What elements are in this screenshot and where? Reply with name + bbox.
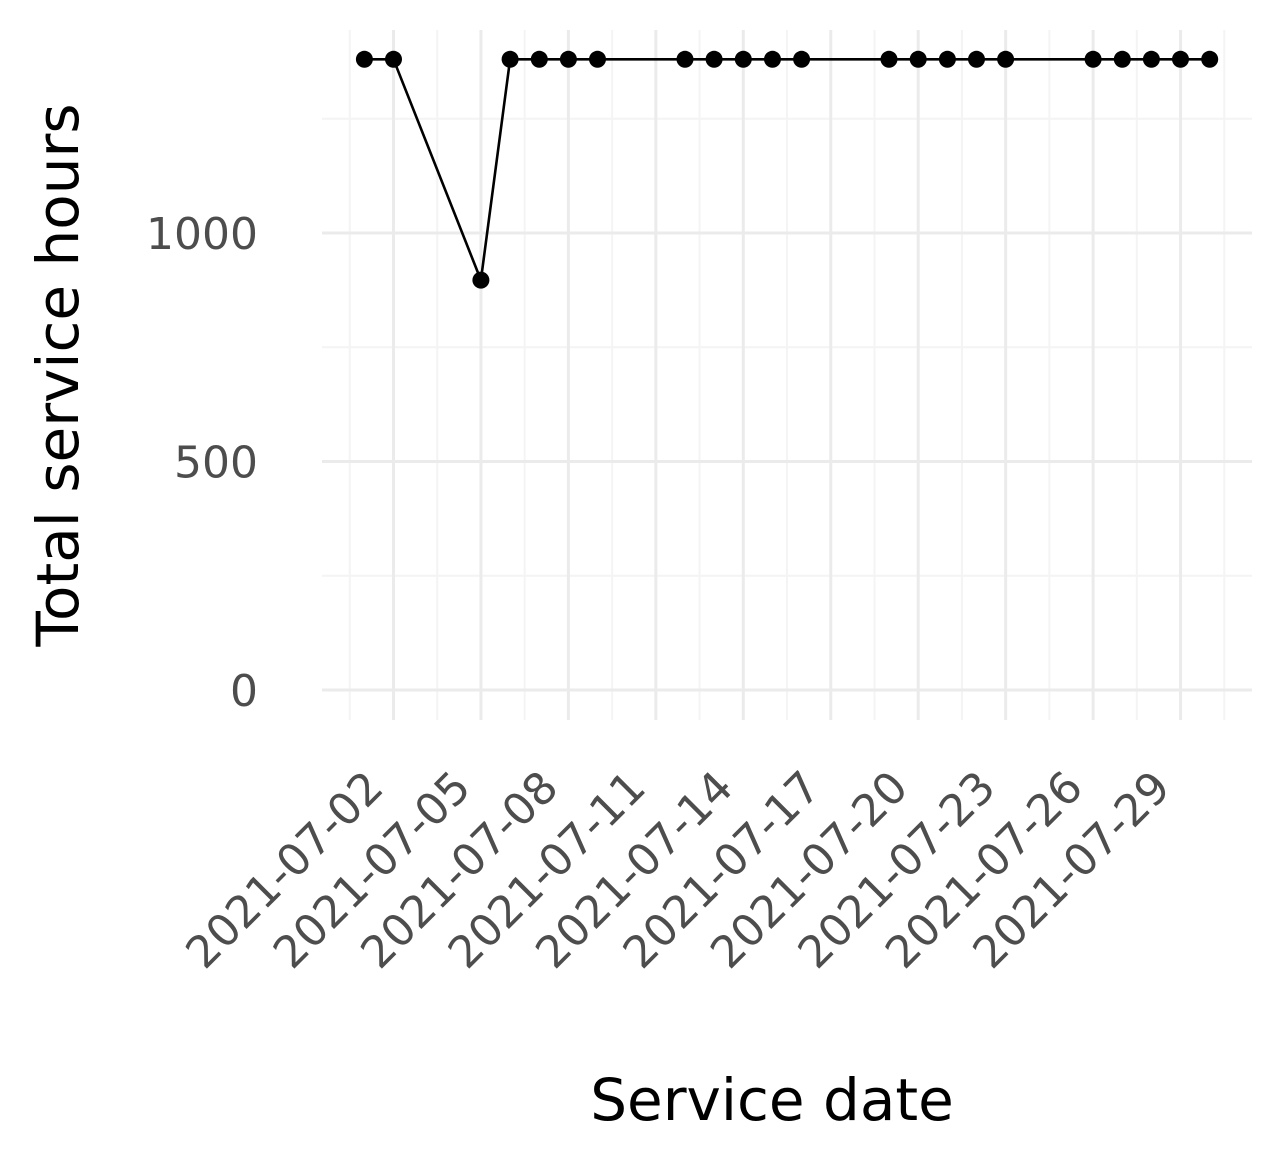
data-point xyxy=(589,50,606,68)
data-point xyxy=(938,50,956,68)
data-point xyxy=(909,50,927,68)
data-point xyxy=(1113,50,1131,68)
data-point xyxy=(705,50,723,68)
x-axis-ticks: 2021-07-022021-07-052021-07-082021-07-11… xyxy=(176,762,1180,979)
series-layer xyxy=(355,50,1219,289)
y-tick-label: 0 xyxy=(230,666,258,717)
data-point xyxy=(676,50,694,68)
data-point xyxy=(530,50,548,68)
y-tick-label: 500 xyxy=(174,438,258,489)
data-point xyxy=(997,50,1015,68)
data-point xyxy=(1142,50,1160,68)
data-point xyxy=(1172,50,1189,68)
data-point xyxy=(968,50,985,68)
data-point xyxy=(764,50,781,68)
data-point xyxy=(793,50,811,68)
data-point xyxy=(880,50,898,68)
data-point xyxy=(734,50,752,68)
y-axis-ticks: 0 500 1000 xyxy=(146,209,258,717)
grid-minor-lines xyxy=(322,30,1252,720)
series-line xyxy=(364,57,1210,282)
data-point xyxy=(385,50,402,68)
data-point xyxy=(559,50,577,68)
x-axis-title: Service date xyxy=(590,1066,954,1134)
data-point xyxy=(1084,50,1102,68)
y-tick-label: 1000 xyxy=(146,209,258,260)
data-point xyxy=(1201,50,1219,68)
data-point xyxy=(472,271,490,289)
grid-major-lines xyxy=(322,30,1252,720)
data-point xyxy=(355,50,373,68)
data-point xyxy=(501,50,519,68)
y-axis-title: Total service hours xyxy=(24,103,92,647)
